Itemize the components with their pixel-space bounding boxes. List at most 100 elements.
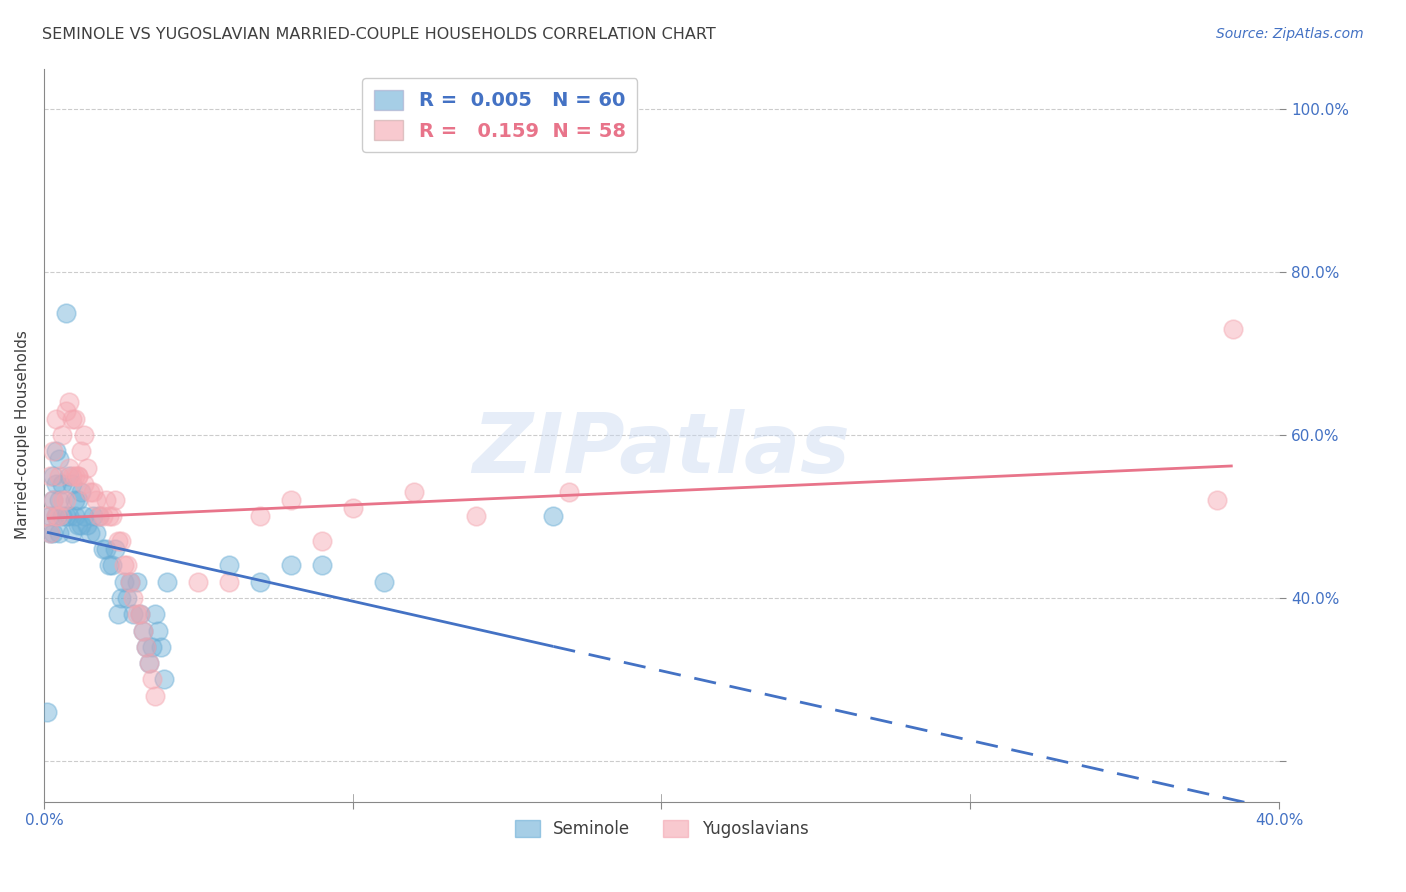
Point	[135, 640, 157, 654]
Point	[91, 542, 114, 557]
Point	[280, 558, 302, 573]
Point	[125, 607, 148, 622]
Point	[42, 468, 65, 483]
Text: ZIPatlas: ZIPatlas	[472, 409, 851, 491]
Point	[107, 607, 129, 622]
Point	[60, 525, 83, 540]
Point	[82, 485, 104, 500]
Point	[58, 460, 80, 475]
Point	[112, 574, 135, 589]
Point	[39, 468, 62, 483]
Point	[58, 395, 80, 409]
Point	[42, 444, 65, 458]
Point	[101, 558, 124, 573]
Point	[55, 306, 77, 320]
Point	[51, 428, 73, 442]
Point	[128, 607, 150, 622]
Point	[404, 485, 426, 500]
Point	[48, 493, 70, 508]
Point	[156, 574, 179, 589]
Point	[66, 493, 89, 508]
Point	[311, 558, 333, 573]
Point	[143, 689, 166, 703]
Point	[97, 509, 120, 524]
Point	[373, 574, 395, 589]
Point	[138, 656, 160, 670]
Point	[70, 517, 93, 532]
Point	[465, 509, 488, 524]
Point	[89, 509, 111, 524]
Point	[94, 493, 117, 508]
Point	[249, 509, 271, 524]
Point	[89, 509, 111, 524]
Point	[120, 574, 142, 589]
Point	[280, 493, 302, 508]
Point	[150, 640, 173, 654]
Point	[66, 468, 89, 483]
Point	[97, 558, 120, 573]
Point	[51, 493, 73, 508]
Point	[543, 509, 565, 524]
Point	[101, 509, 124, 524]
Point	[51, 509, 73, 524]
Point	[104, 542, 127, 557]
Point	[117, 558, 139, 573]
Point	[128, 607, 150, 622]
Point	[120, 574, 142, 589]
Point	[39, 525, 62, 540]
Point	[104, 493, 127, 508]
Point	[131, 624, 153, 638]
Point	[66, 468, 89, 483]
Text: SEMINOLE VS YUGOSLAVIAN MARRIED-COUPLE HOUSEHOLDS CORRELATION CHART: SEMINOLE VS YUGOSLAVIAN MARRIED-COUPLE H…	[42, 27, 716, 42]
Point	[146, 624, 169, 638]
Point	[45, 509, 67, 524]
Point	[35, 509, 58, 524]
Point	[135, 640, 157, 654]
Point	[60, 411, 83, 425]
Legend: Seminole, Yugoslavians: Seminole, Yugoslavians	[508, 813, 815, 845]
Point	[311, 533, 333, 548]
Point	[218, 558, 240, 573]
Point	[42, 493, 65, 508]
Point	[63, 493, 86, 508]
Point	[73, 428, 96, 442]
Point	[112, 558, 135, 573]
Point	[48, 452, 70, 467]
Point	[42, 525, 65, 540]
Point	[1222, 322, 1244, 336]
Point	[117, 591, 139, 605]
Point	[70, 444, 93, 458]
Point	[110, 533, 132, 548]
Point	[48, 468, 70, 483]
Point	[39, 509, 62, 524]
Point	[558, 485, 581, 500]
Point	[110, 591, 132, 605]
Point	[63, 468, 86, 483]
Point	[187, 574, 209, 589]
Y-axis label: Married-couple Households: Married-couple Households	[15, 331, 30, 540]
Point	[55, 493, 77, 508]
Point	[218, 574, 240, 589]
Point	[131, 624, 153, 638]
Point	[63, 509, 86, 524]
Point	[63, 411, 86, 425]
Point	[60, 468, 83, 483]
Point	[86, 525, 108, 540]
Point	[249, 574, 271, 589]
Point	[60, 477, 83, 491]
Point	[79, 525, 101, 540]
Point	[1206, 493, 1229, 508]
Point	[48, 509, 70, 524]
Point	[58, 509, 80, 524]
Point	[45, 509, 67, 524]
Point	[48, 525, 70, 540]
Point	[58, 468, 80, 483]
Point	[125, 574, 148, 589]
Point	[79, 485, 101, 500]
Point	[45, 477, 67, 491]
Point	[86, 493, 108, 508]
Point	[143, 607, 166, 622]
Point	[70, 485, 93, 500]
Point	[42, 493, 65, 508]
Point	[91, 509, 114, 524]
